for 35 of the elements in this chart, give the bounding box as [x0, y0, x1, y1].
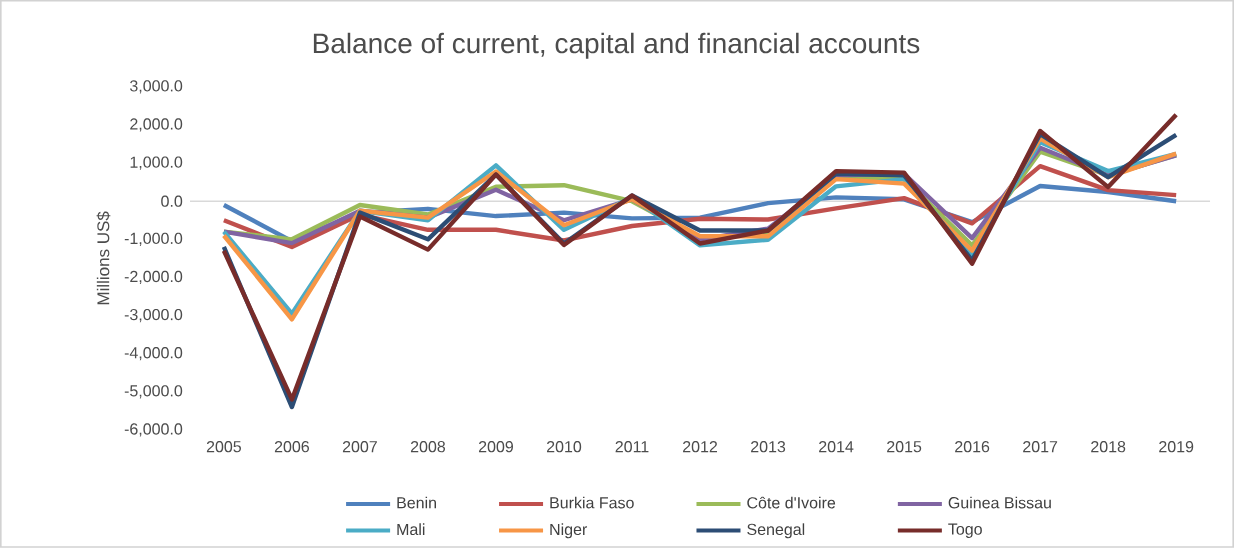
x-tick-label: 2014	[819, 441, 854, 453]
x-tick-label: 2017	[1023, 441, 1058, 453]
x-tick-label: 2007	[342, 441, 377, 453]
x-tick-label: 2008	[410, 441, 446, 453]
legend-label: Guinea Bissau	[948, 496, 1051, 509]
y-axis-title: Millions US$	[96, 211, 111, 305]
x-tick-label: 2015	[887, 441, 922, 453]
legend-label: Mali	[397, 523, 425, 536]
x-tick-label: 2010	[547, 441, 582, 453]
y-tick-label: -2,000.0	[124, 270, 183, 285]
x-tick-label: 2011	[615, 441, 649, 453]
x-tick-label: 2018	[1091, 441, 1126, 453]
legend-label: Côte d'Ivoire	[747, 496, 836, 509]
legend-label: Senegal	[747, 523, 805, 539]
y-tick-label: 2,000.0	[130, 118, 183, 132]
x-tick-label: 2016	[955, 441, 990, 453]
x-tick-label: 2019	[1159, 441, 1194, 453]
y-tick-label: -6,000.0	[124, 423, 183, 437]
legend-label: Burkia Faso	[550, 496, 634, 509]
y-tick-label: 3,000.0	[130, 80, 183, 94]
y-tick-label: -3,000.0	[124, 309, 183, 323]
legend-label: Togo	[948, 523, 982, 539]
chart-title: Balance of current, capital and financial accounts	[313, 32, 920, 59]
y-tick-label: 1,000.0	[130, 156, 183, 170]
x-tick-label: 2009	[478, 441, 513, 453]
y-tick-label: -5,000.0	[124, 385, 183, 399]
y-tick-label: -1,000.0	[124, 232, 183, 247]
y-tick-label: -4,000.0	[124, 347, 183, 361]
x-tick-label: 2013	[751, 441, 786, 453]
x-tick-label: 2006	[274, 441, 309, 453]
y-tick-label: 0.0	[161, 195, 183, 207]
x-tick-label: 2012	[683, 441, 718, 453]
legend-label: Niger	[550, 523, 588, 539]
legend-label: Benin	[397, 496, 436, 509]
x-tick-label: 2005	[206, 441, 241, 453]
